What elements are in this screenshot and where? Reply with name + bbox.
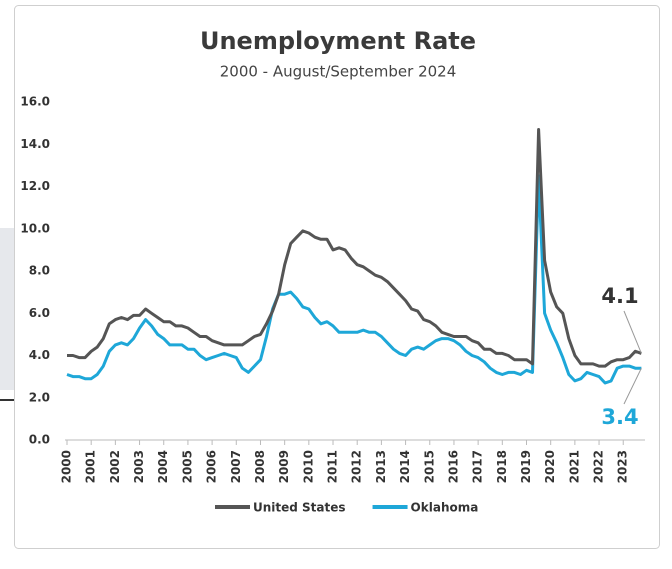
x-tick-label: 2006 (205, 450, 219, 483)
x-tick-label: 2008 (253, 450, 267, 483)
x-tick-label: 2004 (156, 450, 170, 483)
x-tick-label: 2022 (592, 450, 606, 483)
x-tick-label: 2015 (422, 450, 436, 483)
x-tick-label: 2013 (374, 450, 388, 483)
x-tick-label: 2017 (471, 450, 485, 483)
x-tick-label: 2005 (180, 450, 194, 483)
y-tick-label: 2.0 (29, 390, 50, 404)
end-value-label: 3.4 (601, 405, 638, 429)
series-line (67, 128, 642, 368)
chart-title: Unemployment Rate (200, 27, 476, 55)
x-tick-label: 2000 (60, 450, 74, 483)
x-tick-label: 2021 (567, 450, 581, 483)
x-tick-label: 2014 (398, 450, 412, 483)
y-tick-label: 14.0 (20, 137, 50, 151)
x-tick-label: 2007 (229, 450, 243, 483)
x-tick-label: 2001 (84, 450, 98, 483)
x-tick-label: 2016 (446, 450, 460, 483)
legend-label: United States (253, 501, 346, 515)
y-tick-label: 8.0 (29, 264, 50, 278)
chart-card (14, 5, 660, 549)
x-tick-label: 2020 (543, 450, 557, 483)
x-tick-label: 2002 (108, 450, 122, 483)
x-tick-label: 2019 (519, 450, 533, 483)
x-tick-label: 2009 (277, 450, 291, 483)
y-tick-label: 12.0 (20, 179, 50, 193)
x-tick-label: 2011 (326, 450, 340, 483)
x-tick-label: 2023 (616, 450, 630, 483)
x-tick-label: 2018 (495, 450, 509, 483)
y-tick-label: 6.0 (29, 306, 50, 320)
leader-line (623, 310, 642, 354)
x-tick-label: 2003 (132, 450, 146, 483)
series-line (66, 174, 642, 385)
end-value-label: 4.1 (601, 284, 638, 308)
leader-line (623, 367, 642, 405)
legend-label: Oklahoma (411, 501, 479, 515)
x-tick-label: 2010 (301, 450, 315, 483)
background-panel (0, 228, 14, 390)
y-tick-label: 16.0 (20, 95, 50, 109)
x-tick-label: 2012 (350, 450, 364, 483)
chart-subtitle: 2000 - August/September 2024 (220, 63, 457, 81)
y-tick-label: 10.0 (20, 221, 50, 235)
y-tick-label: 0.0 (29, 433, 50, 447)
y-tick-label: 4.0 (29, 348, 50, 362)
